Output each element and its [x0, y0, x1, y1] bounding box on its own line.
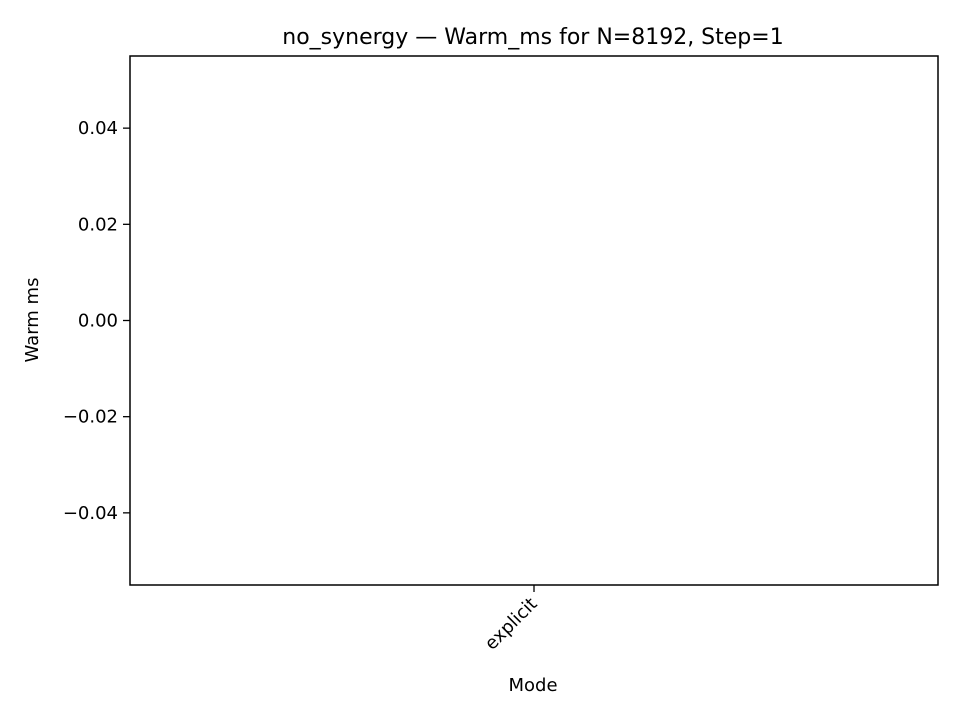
plot-area: [129, 55, 939, 586]
y-tick-label: 0.04: [78, 118, 118, 139]
y-axis-label: Warm ms: [22, 278, 43, 363]
y-tick-label: −0.02: [63, 407, 118, 428]
y-axis: 0.04 0.02 0.00 −0.02 −0.04: [63, 118, 130, 524]
x-axis: explicit: [481, 585, 542, 654]
x-axis-label: Mode: [508, 675, 557, 696]
y-tick-label: 0.00: [78, 311, 118, 332]
y-tick-label: −0.04: [63, 503, 118, 524]
x-tick-label: explicit: [481, 594, 542, 655]
chart-title: no_synergy — Warm_ms for N=8192, Step=1: [282, 25, 783, 50]
y-tick-label: 0.02: [78, 214, 118, 235]
